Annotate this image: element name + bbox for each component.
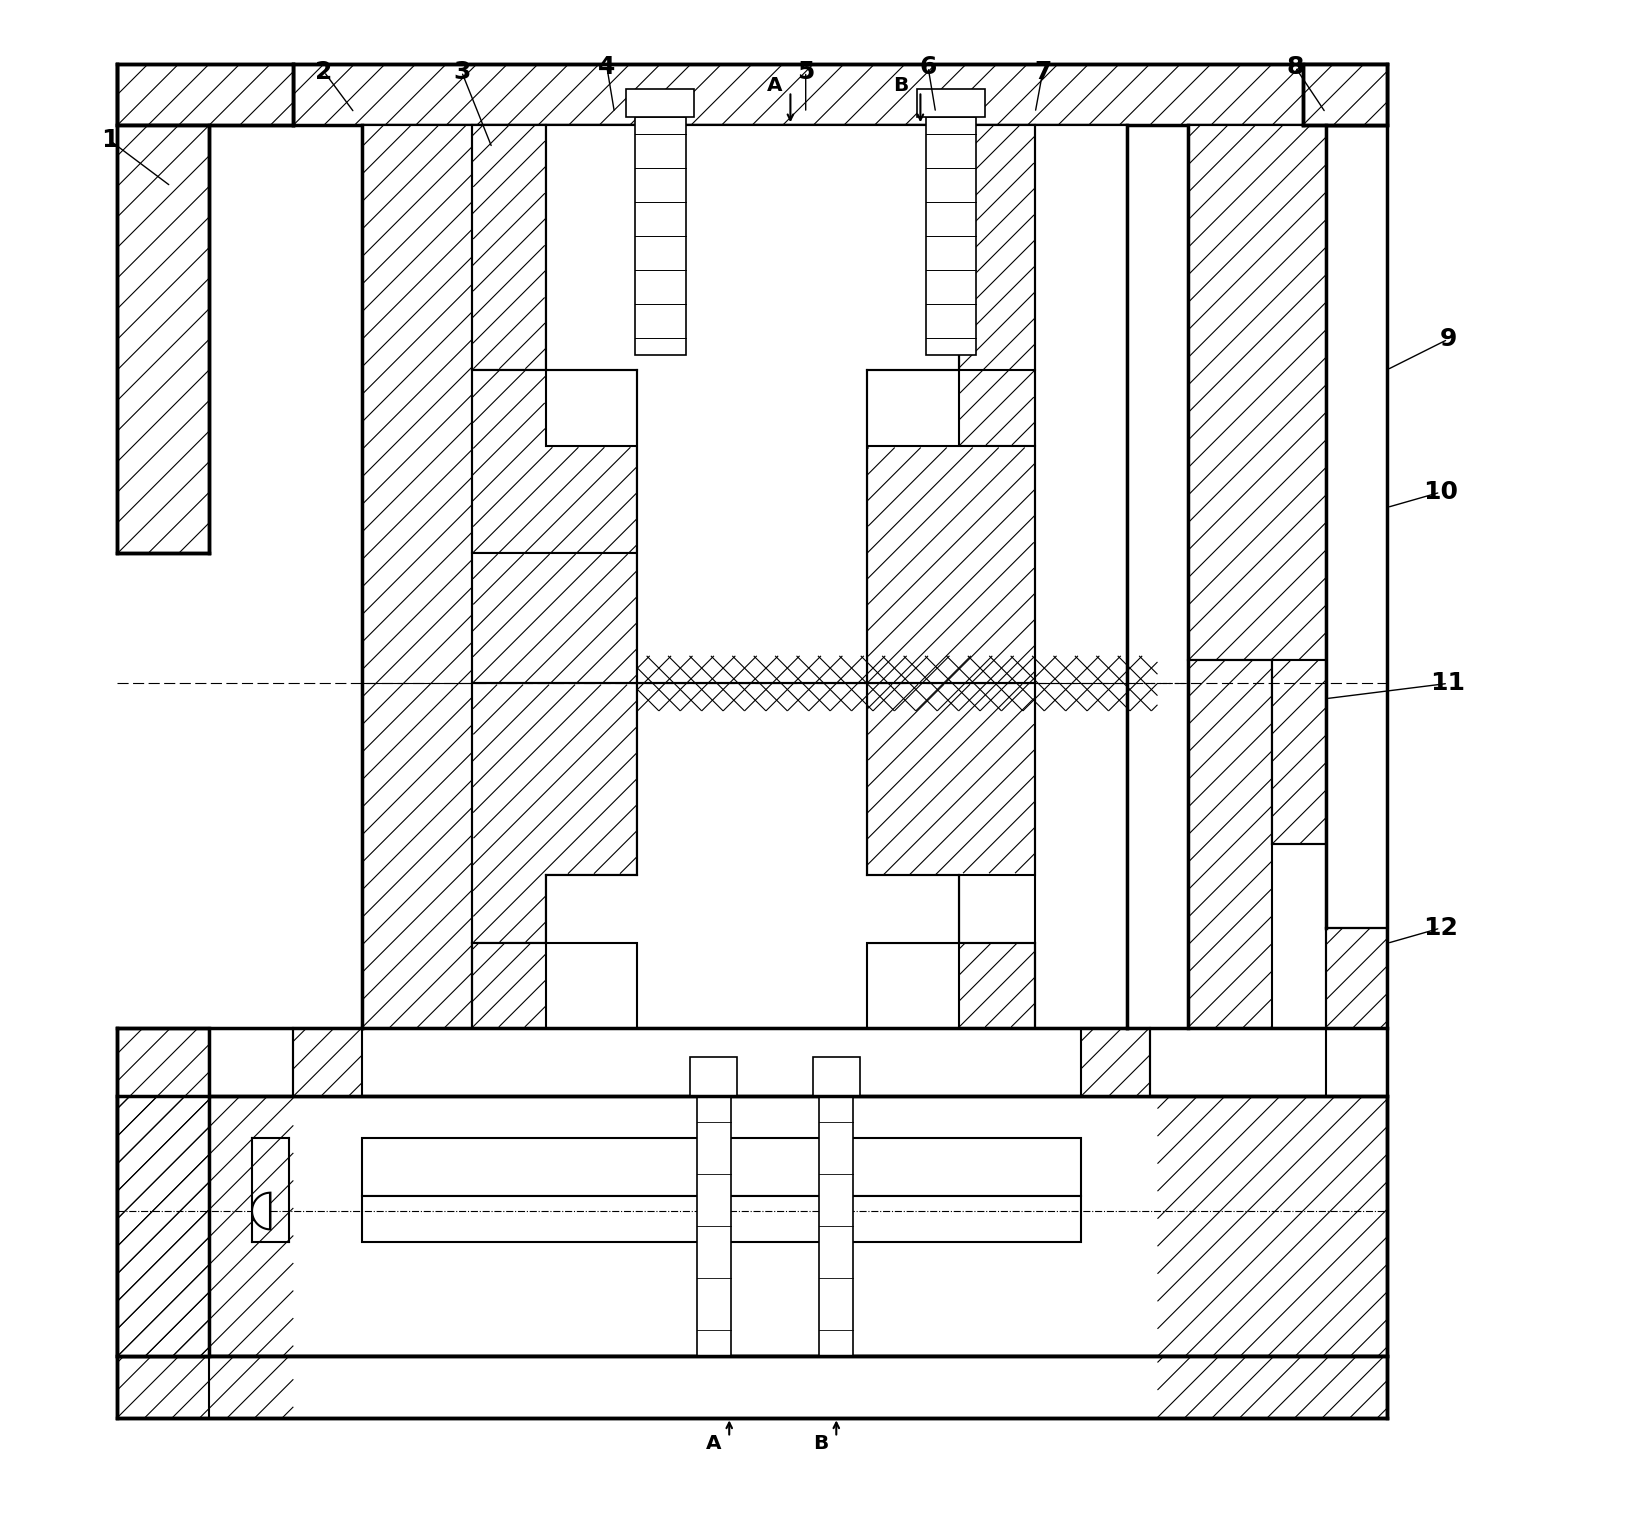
Bar <box>473 126 1034 1027</box>
Bar <box>1325 929 1387 1027</box>
Polygon shape <box>545 683 959 1027</box>
Polygon shape <box>473 126 545 370</box>
Bar <box>819 1096 854 1357</box>
Polygon shape <box>959 944 1034 1027</box>
Text: B: B <box>813 1434 829 1454</box>
Bar <box>1302 64 1387 126</box>
Text: 10: 10 <box>1424 480 1458 503</box>
Polygon shape <box>473 683 637 944</box>
Bar <box>118 1096 1387 1357</box>
Polygon shape <box>473 944 545 1027</box>
Bar <box>363 1137 1080 1196</box>
Bar <box>1080 1027 1149 1096</box>
Text: 11: 11 <box>1430 671 1466 695</box>
Bar <box>1273 660 1325 844</box>
Text: 7: 7 <box>1034 60 1051 83</box>
Text: A: A <box>706 1434 722 1454</box>
Text: 6: 6 <box>920 55 936 78</box>
Bar <box>635 118 686 355</box>
Polygon shape <box>473 554 637 683</box>
Bar <box>690 1058 737 1096</box>
Bar <box>926 118 977 355</box>
Bar <box>363 126 1126 1027</box>
Text: 1: 1 <box>102 129 118 152</box>
Bar <box>698 1096 731 1357</box>
Bar <box>363 1196 1080 1242</box>
Bar <box>118 1357 1387 1417</box>
Polygon shape <box>118 126 209 554</box>
Polygon shape <box>118 64 294 126</box>
Bar <box>1189 660 1273 1027</box>
Text: 8: 8 <box>1286 55 1304 78</box>
Bar <box>1189 126 1325 660</box>
Bar <box>626 89 695 118</box>
Polygon shape <box>959 126 1034 447</box>
Text: 4: 4 <box>598 55 616 78</box>
Polygon shape <box>473 370 637 554</box>
Polygon shape <box>867 683 1034 944</box>
Text: B: B <box>893 75 908 95</box>
Text: 2: 2 <box>315 60 333 83</box>
Polygon shape <box>253 1193 271 1230</box>
Bar <box>813 1058 860 1096</box>
Text: A: A <box>767 75 783 95</box>
Text: 9: 9 <box>1440 327 1456 352</box>
Bar <box>294 64 1387 126</box>
Polygon shape <box>867 447 1034 683</box>
Text: 5: 5 <box>796 60 814 83</box>
Bar <box>118 1027 209 1357</box>
Bar <box>294 1027 363 1096</box>
Bar <box>916 89 985 118</box>
Text: 12: 12 <box>1424 916 1458 939</box>
Polygon shape <box>545 126 959 683</box>
Text: 3: 3 <box>453 60 470 83</box>
